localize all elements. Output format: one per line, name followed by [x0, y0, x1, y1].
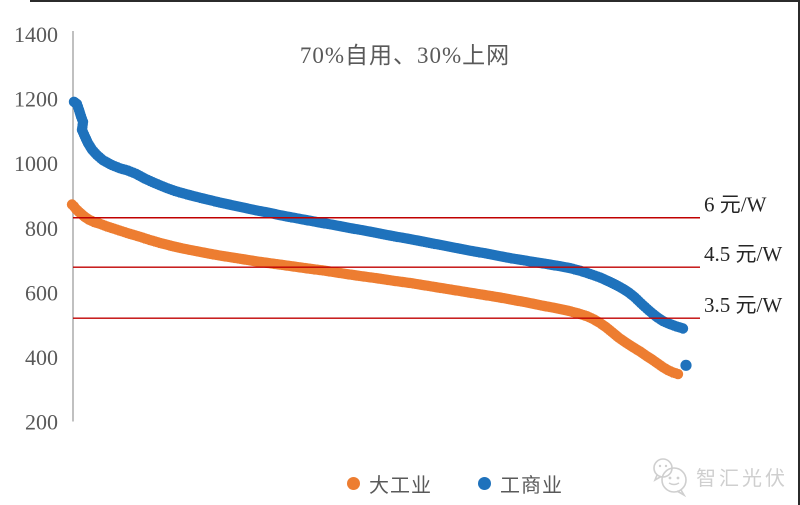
legend-dot-commercial-industrial	[478, 477, 491, 490]
legend: 大工业 工商业	[347, 469, 563, 498]
y-tick-label: 600	[25, 280, 58, 305]
window-border-right-line	[798, 0, 800, 505]
chat-bubbles-smiley-icon	[653, 458, 687, 498]
y-tick-label: 200	[25, 410, 58, 435]
reference-line-label: 6 元/W	[704, 193, 767, 217]
legend-dot-large-industry	[347, 477, 360, 490]
series-large-industry	[66, 199, 684, 380]
legend-item-large-industry: 大工业	[347, 469, 432, 498]
y-tick-label: 1400	[14, 22, 58, 47]
y-tick-label: 800	[25, 216, 58, 241]
watermark: 智汇光伏	[648, 452, 788, 500]
y-tick-label: 400	[25, 345, 58, 370]
series-commercial-industrial	[68, 96, 692, 371]
legend-label-large-industry: 大工业	[369, 475, 432, 497]
y-tick-label: 1200	[14, 87, 58, 112]
legend-item-commercial-industrial: 工商业	[478, 469, 563, 498]
legend-label-commercial-industrial: 工商业	[500, 475, 563, 497]
chart-title: 70%自用、30%上网	[299, 43, 511, 68]
window-border-top-line	[30, 0, 800, 2]
y-tick-label: 1000	[14, 151, 58, 176]
watermark-text: 智汇光伏	[696, 467, 788, 490]
reference-line-label: 3.5 元/W	[704, 293, 782, 317]
reference-line-label: 4.5 元/W	[704, 242, 782, 266]
